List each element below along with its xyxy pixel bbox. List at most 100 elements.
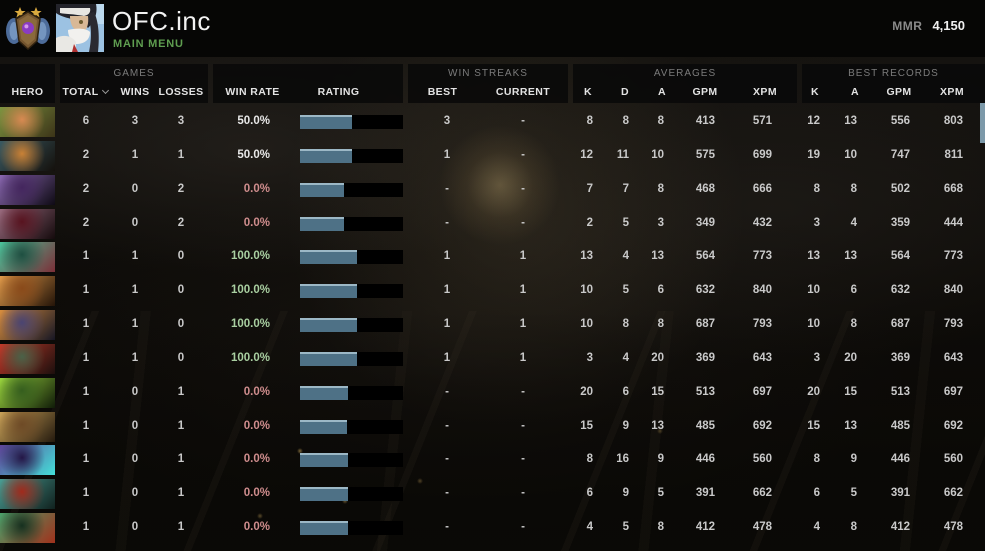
avg-deaths-cell: 9	[622, 419, 629, 432]
losses-cell: 0	[177, 284, 185, 297]
hero-portrait[interactable]	[0, 208, 55, 239]
avg-xpm-cell: 793	[752, 318, 772, 331]
streak-current-cell: -	[521, 487, 525, 500]
wins-cell: 0	[131, 182, 139, 195]
avg-deaths-cell: 5	[622, 216, 629, 229]
avg-kills-cell: 6	[586, 487, 593, 500]
hero-portrait[interactable]	[0, 343, 55, 374]
column-header-wins[interactable]: WINS	[120, 86, 150, 98]
avg-xpm-cell: 840	[752, 284, 772, 297]
column-header-best-xpm[interactable]: XPM	[940, 86, 964, 98]
avg-assists-cell: 8	[657, 182, 664, 195]
column-header-avg-gpm[interactable]: GPM	[692, 86, 718, 98]
total-cell: 2	[82, 182, 90, 195]
total-cell: 1	[82, 351, 90, 364]
losses-cell: 1	[177, 419, 185, 432]
column-header-streak-best[interactable]: BEST	[427, 86, 458, 98]
best-gpm-cell: 513	[890, 385, 910, 398]
avg-gpm-cell: 513	[695, 385, 715, 398]
column-header-hero[interactable]: HERO	[11, 86, 44, 98]
hero-portrait[interactable]	[0, 445, 55, 476]
best-gpm-cell: 556	[890, 115, 910, 127]
group-label-best-records: BEST RECORDS	[848, 68, 939, 79]
hero-portrait[interactable]	[0, 513, 55, 544]
hero-portrait[interactable]	[0, 479, 55, 510]
best-gpm-cell: 412	[890, 521, 910, 534]
hero-portrait[interactable]	[0, 276, 55, 307]
table-row[interactable]: 1 1 0 100.0% 1 1 10 8 8 687 793 10 8 687…	[0, 308, 985, 342]
avg-xpm-cell: 697	[752, 385, 772, 398]
player-avatar[interactable]	[56, 4, 104, 52]
losses-cell: 1	[177, 453, 185, 466]
streak-current-cell: -	[521, 385, 525, 398]
streak-best-cell: -	[445, 453, 449, 466]
table-row[interactable]: 1 1 0 100.0% 1 1 10 5 6 632 840 10 6 632…	[0, 274, 985, 308]
hero-portrait[interactable]	[0, 140, 55, 171]
losses-cell: 0	[177, 351, 185, 364]
mmr-label: MMR	[892, 19, 923, 33]
avg-gpm-cell: 468	[695, 182, 715, 195]
hero-portrait[interactable]	[0, 107, 55, 137]
column-header-total[interactable]: TOTAL	[56, 86, 114, 98]
win-rate-cell: 0.0%	[243, 216, 270, 229]
table-row[interactable]: 1 1 0 100.0% 1 1 3 4 20 369 643 3 20 369…	[0, 342, 985, 376]
wins-cell: 1	[131, 318, 139, 331]
table-row[interactable]: 1 0 1 0.0% - - 20 6 15 513 697 20 15 513…	[0, 376, 985, 410]
best-xpm-cell: 840	[943, 284, 963, 297]
column-header-best-assists[interactable]: A	[851, 86, 859, 98]
avg-assists-cell: 5	[657, 487, 664, 500]
best-kills-cell: 15	[807, 419, 820, 432]
column-header-losses[interactable]: LOSSES	[158, 86, 204, 98]
top-bar: OFC.inc MAIN MENU MMR 4,150	[0, 0, 985, 57]
column-header-best-gpm[interactable]: GPM	[886, 86, 912, 98]
hero-portrait[interactable]	[0, 242, 55, 273]
rating-bar	[300, 385, 403, 400]
rating-bar	[300, 182, 403, 197]
avg-gpm-cell: 485	[695, 419, 715, 432]
hero-portrait[interactable]	[0, 310, 55, 341]
column-header-streak-current[interactable]: CURRENT	[495, 86, 551, 98]
column-header-avg-xpm[interactable]: XPM	[753, 86, 777, 98]
hero-portrait[interactable]	[0, 377, 55, 408]
table-row[interactable]: 1 0 1 0.0% - - 4 5 8 412 478 4 8 412 478	[0, 511, 985, 545]
panel-winrate-rating	[213, 64, 403, 103]
column-header-avg-deaths[interactable]: D	[621, 86, 629, 98]
table-row[interactable]: 1 0 1 0.0% - - 8 16 9 446 560 8 9 446 56…	[0, 443, 985, 477]
rating-bar	[300, 216, 403, 231]
table-row[interactable]: 2 0 2 0.0% - - 2 5 3 349 432 3 4 359 444	[0, 207, 985, 241]
column-header-win-rate[interactable]: WIN RATE	[225, 86, 280, 98]
table-row[interactable]: 1 0 1 0.0% - - 15 9 13 485 692 15 13 485…	[0, 410, 985, 444]
table-row[interactable]: 2 1 1 50.0% 1 - 12 11 10 575 699 19 10 7…	[0, 139, 985, 173]
column-header-avg-assists[interactable]: A	[658, 86, 666, 98]
best-gpm-cell: 502	[890, 182, 910, 195]
avg-assists-cell: 10	[651, 148, 664, 161]
avg-gpm-cell: 632	[695, 284, 715, 297]
column-header-best-kills[interactable]: K	[811, 86, 819, 98]
avg-assists-cell: 3	[657, 216, 664, 229]
table-row[interactable]: 1 1 0 100.0% 1 1 13 4 13 564 773 13 13 5…	[0, 240, 985, 274]
avg-xpm-cell: 692	[752, 419, 772, 432]
best-gpm-cell: 687	[890, 318, 910, 331]
avg-assists-cell: 8	[657, 521, 664, 534]
wins-cell: 0	[131, 487, 139, 500]
rating-bar-fill	[300, 115, 352, 129]
table-row[interactable]: 2 0 2 0.0% - - 7 7 8 468 666 8 8 502 668	[0, 173, 985, 207]
column-header-avg-kills[interactable]: K	[584, 86, 592, 98]
avg-assists-cell: 6	[657, 284, 664, 297]
avg-xpm-cell: 643	[752, 351, 772, 364]
scrollbar-thumb[interactable]	[980, 103, 985, 143]
table-body: 6 3 3 50.0% 3 - 8 8 8 413 571 12 13 556 …	[0, 105, 985, 545]
rating-bar	[300, 419, 403, 434]
hero-portrait[interactable]	[0, 411, 55, 442]
panel-win-streaks	[408, 64, 568, 103]
table-row[interactable]: 6 3 3 50.0% 3 - 8 8 8 413 571 12 13 556 …	[0, 105, 985, 139]
losses-cell: 1	[177, 487, 185, 500]
rating-bar	[300, 487, 403, 502]
column-header-rating[interactable]: RATING	[317, 86, 360, 98]
group-label-averages: AVERAGES	[653, 68, 717, 79]
table-row[interactable]: 1 0 1 0.0% - - 6 9 5 391 662 6 5 391 662	[0, 477, 985, 511]
total-cell: 1	[82, 250, 90, 263]
breadcrumb-main-menu[interactable]: MAIN MENU	[113, 38, 184, 50]
hero-portrait[interactable]	[0, 174, 55, 205]
